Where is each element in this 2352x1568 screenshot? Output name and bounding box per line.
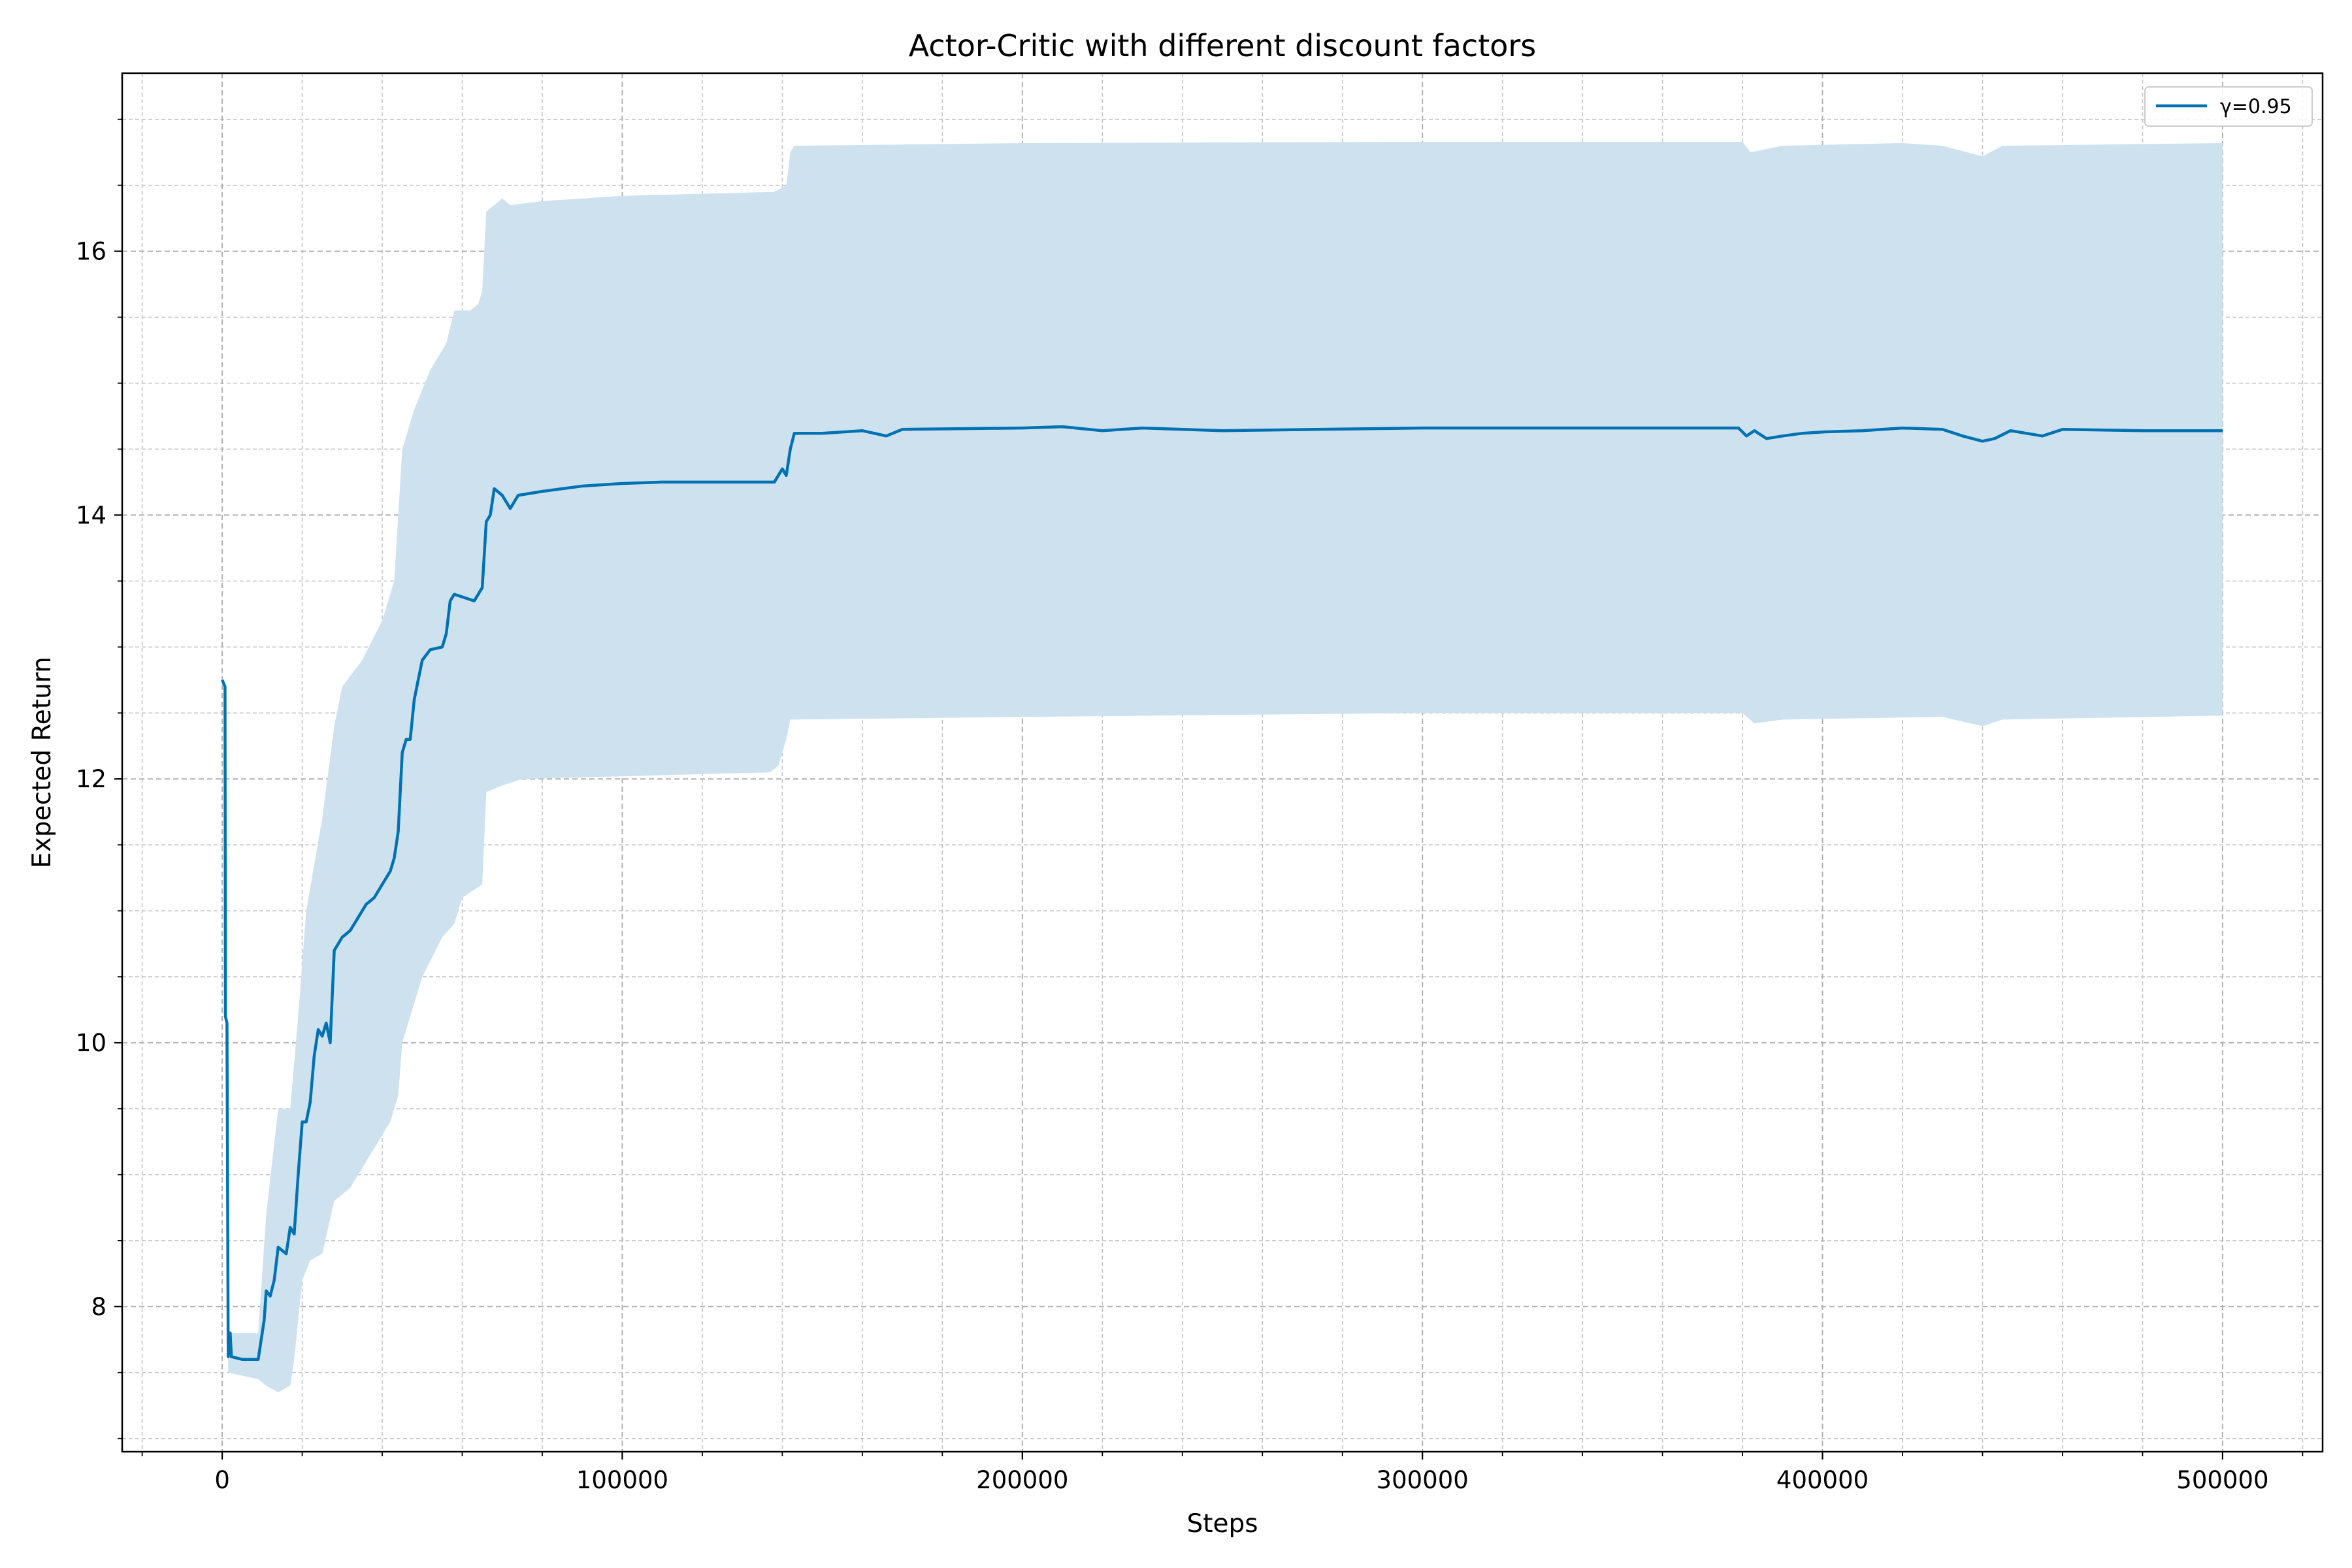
chart-title: Actor-Critic with different discount fac… <box>909 28 1537 63</box>
y-axis-ticks: 8 10 12 14 16 <box>76 118 122 1439</box>
y-tick-label: 8 <box>91 1293 106 1321</box>
x-axis-ticks: 0 100000 200000 300000 400000 500000 <box>141 1452 2304 1494</box>
x-tick-label: 0 <box>214 1466 230 1494</box>
legend-box <box>2144 86 2313 127</box>
y-tick-label: 10 <box>76 1029 106 1057</box>
y-axis-label: Expected Return <box>27 657 57 868</box>
y-tick-label: 16 <box>76 238 106 266</box>
x-tick-label: 200000 <box>976 1466 1068 1494</box>
x-axis-label: Steps <box>1186 1509 1258 1539</box>
x-tick-label: 500000 <box>2176 1466 2268 1494</box>
series-line-gamma-0.95 <box>221 425 2223 1361</box>
confidence-band <box>222 142 2223 1393</box>
x-tick-label: 100000 <box>576 1466 668 1494</box>
plot-frame <box>121 72 2324 1453</box>
y-tick-label: 14 <box>76 501 106 529</box>
x-tick-label: 400000 <box>1776 1466 1869 1494</box>
x-tick-label: 300000 <box>1377 1466 1469 1494</box>
y-tick-label: 12 <box>76 765 106 793</box>
legend-entry-label: γ=0.95 <box>2220 95 2292 118</box>
legend: γ=0.95 <box>2144 86 2313 127</box>
